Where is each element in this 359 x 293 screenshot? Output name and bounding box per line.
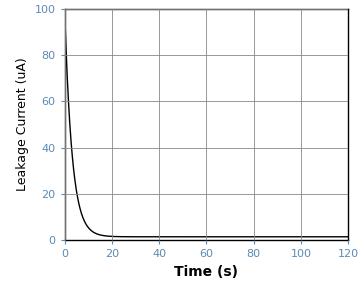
X-axis label: Time (s): Time (s) (174, 265, 238, 279)
Y-axis label: Leakage Current (uA): Leakage Current (uA) (16, 58, 29, 191)
